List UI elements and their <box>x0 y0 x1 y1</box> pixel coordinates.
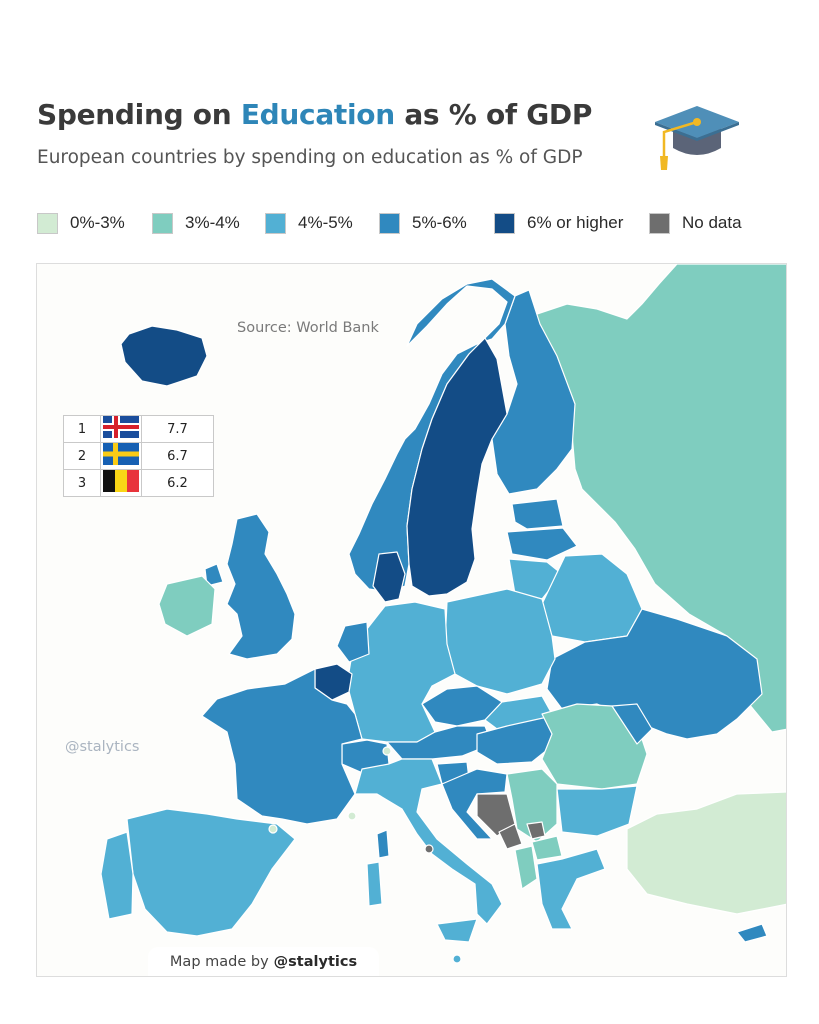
region-monaco <box>347 811 357 821</box>
watermark-label: @stalytics <box>65 739 140 755</box>
region-belarus <box>541 553 643 643</box>
rank-number: 2 <box>63 442 101 470</box>
legend-label-4-5: 4%-5% <box>298 213 353 232</box>
map-credit: Map made by @stalytics <box>148 947 379 976</box>
iceland-flag-icon <box>103 416 139 438</box>
legend-item-3-4: 3%-4% <box>152 210 240 236</box>
region-liechtenstein <box>382 746 392 756</box>
legend-swatch-5-6 <box>379 212 400 234</box>
rank-value: 6.7 <box>141 442 214 470</box>
legend-item-0-3: 0%-3% <box>37 210 125 236</box>
region-bulgaria <box>556 785 638 837</box>
region-iceland <box>120 325 208 387</box>
legend-label-0-3: 0%-3% <box>70 213 125 232</box>
legend-swatch-6-plus <box>494 212 515 234</box>
legend-swatch-no-data <box>649 212 670 234</box>
region-montenegro <box>498 823 523 850</box>
rank-number: 1 <box>63 415 101 443</box>
region-poland <box>444 588 556 695</box>
region-san-marino <box>424 844 434 854</box>
region-sardinia <box>366 861 383 907</box>
region-denmark <box>372 551 406 603</box>
region-portugal <box>100 831 134 920</box>
source-label: Source: World Bank <box>237 320 379 336</box>
region-moldova <box>611 703 653 745</box>
region-uk <box>226 513 296 660</box>
legend: 0%-3% 3%-4% 4%-5% 5%-6% 6% or higher No … <box>37 210 757 236</box>
legend-item-4-5: 4%-5% <box>265 210 353 236</box>
credit-handle: @stalytics <box>273 954 358 970</box>
legend-item-no-data: No data <box>649 210 742 236</box>
region-netherlands <box>336 621 370 663</box>
region-cyprus <box>736 923 768 943</box>
legend-item-6-plus: 6% or higher <box>494 210 623 236</box>
region-finland <box>491 289 576 495</box>
page-title: Spending on Education as % of GDP <box>37 98 592 131</box>
legend-label-3-4: 3%-4% <box>185 213 240 232</box>
region-ukraine <box>546 608 763 740</box>
title-suffix: as % of GDP <box>394 98 593 131</box>
region-romania <box>541 703 648 790</box>
region-greece <box>536 848 606 930</box>
region-turkey <box>626 791 786 915</box>
page-subtitle: European countries by spending on educat… <box>37 147 583 168</box>
region-albania <box>514 845 538 890</box>
region-france <box>201 668 363 825</box>
ranking-row: 1 7.7 <box>63 415 214 443</box>
region-kosovo <box>526 821 546 840</box>
belgium-flag-icon <box>103 470 139 492</box>
region-italy <box>354 758 503 925</box>
ranking-row: 2 6.7 <box>63 442 214 470</box>
region-serbia <box>506 768 558 843</box>
region-north-macedonia <box>531 835 563 861</box>
region-andorra <box>268 824 278 834</box>
map-frame: Source: World Bank @stalytics 1 7.7 2 <box>36 263 787 977</box>
credit-prefix: Map made by <box>169 954 269 970</box>
ranking-table: 1 7.7 2 6.7 3 <box>63 415 214 497</box>
graduation-cap-icon <box>655 106 739 170</box>
region-sweden <box>406 337 508 597</box>
sweden-flag-icon <box>103 443 139 465</box>
rank-number: 3 <box>63 469 101 497</box>
legend-label-6-plus: 6% or higher <box>527 213 624 232</box>
rank-value: 6.2 <box>141 469 214 497</box>
region-corsica <box>376 829 390 859</box>
region-croatia <box>441 768 508 840</box>
legend-label-5-6: 5%-6% <box>412 213 467 232</box>
title-prefix: Spending on <box>37 98 241 131</box>
title-highlight: Education <box>240 98 395 131</box>
rank-value: 7.7 <box>141 415 214 443</box>
legend-item-5-6: 5%-6% <box>379 210 467 236</box>
region-estonia <box>511 498 564 530</box>
region-sicily <box>436 918 478 943</box>
region-latvia <box>506 527 578 561</box>
region-malta <box>452 954 462 964</box>
region-ireland <box>158 575 216 637</box>
legend-swatch-0-3 <box>37 212 58 234</box>
ranking-row: 3 6.2 <box>63 469 214 497</box>
legend-swatch-4-5 <box>265 212 286 234</box>
legend-label-no-data: No data <box>682 213 742 232</box>
europe-map <box>100 264 786 964</box>
region-spain <box>126 808 296 937</box>
legend-swatch-3-4 <box>152 212 173 234</box>
